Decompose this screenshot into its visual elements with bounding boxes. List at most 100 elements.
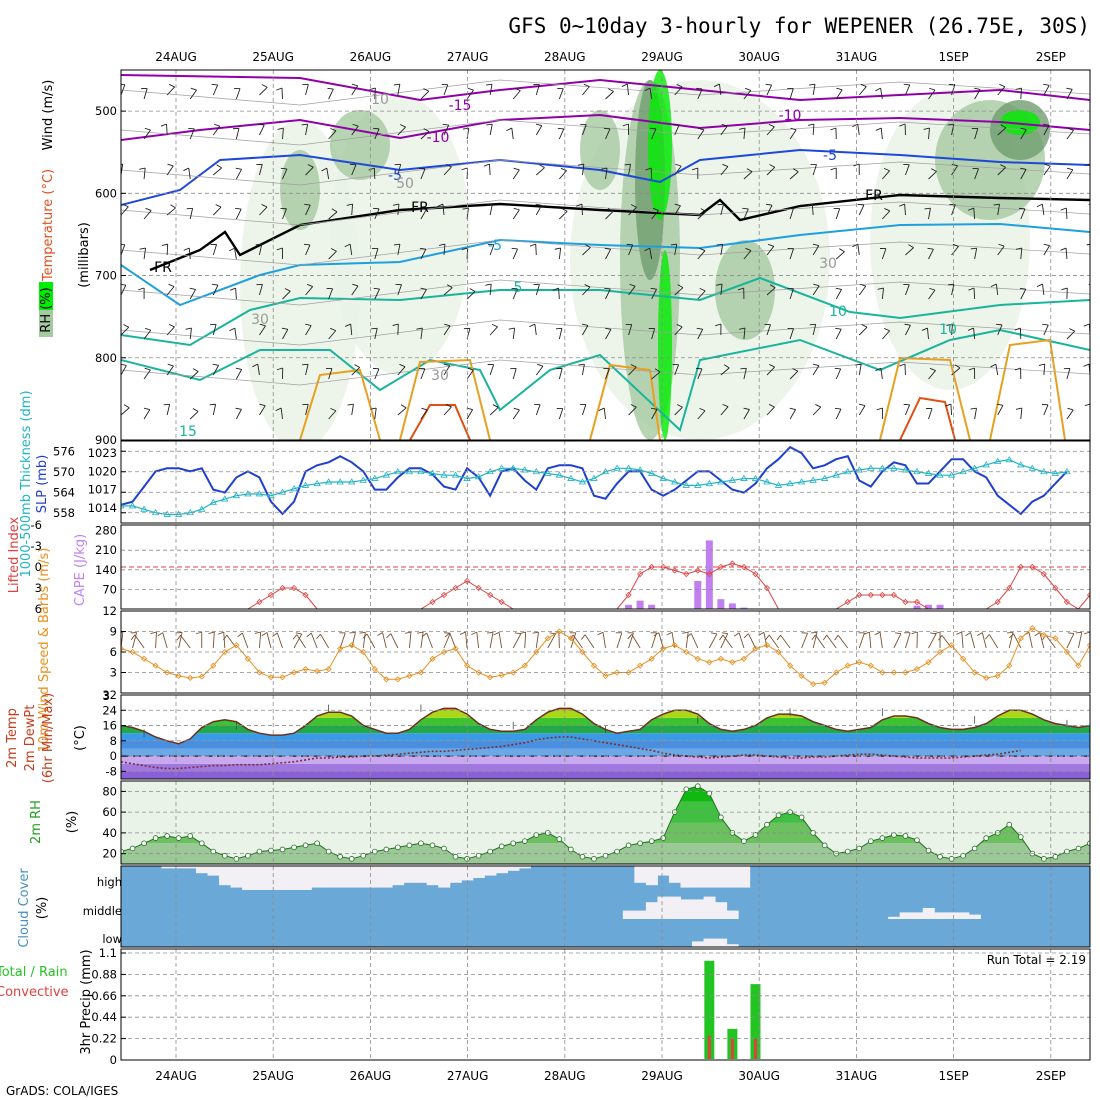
rh-marker [879,835,886,841]
wind-barb-feather [630,204,637,208]
wind-barb [628,285,636,296]
wind-barb [826,634,837,649]
cloud-high [242,866,255,890]
wind-barb [420,209,427,220]
wind-barb-feather [222,634,228,641]
wind-barb [905,84,911,96]
top-date-labels: 24AUG 25AUG 26AUG 27AUG 28AUG 29AUG 30AUG 31AUG… [155,50,1066,64]
wind-barb [881,288,884,300]
wind-barb [1089,133,1090,135]
wind-barb [166,243,169,256]
wind-barb-feather [733,632,740,637]
wind-barb-feather [303,243,311,246]
wind-barb-feather [604,247,611,250]
wind-speed-marker [717,655,724,662]
rh-marker [383,846,390,853]
wind-speed-marker [394,676,401,683]
wind-barb [893,633,902,649]
wind-barb [951,284,955,296]
wind-barb [1043,404,1049,416]
wind-speed-marker [279,674,286,681]
wind-barb [166,86,175,96]
rh-shade [648,70,672,220]
wind-barb-feather [716,243,723,246]
wind-barb [397,244,401,256]
wind-barb-feather [676,404,683,408]
rh-contour [121,319,1090,346]
wind-barb-feather [330,407,337,412]
date-label-bottom: 28AUG [544,1069,586,1083]
slp-tick-label: 1017 [88,483,117,497]
wind-barb-feather [621,83,628,87]
wind-barb-feather [875,127,882,131]
wind-barb-feather [535,203,542,206]
cape-bar [625,604,633,609]
y-tick-label: 800 [95,351,117,365]
rh-marker [187,833,194,839]
wind-barb-feather [209,403,216,406]
rh-marker [591,856,597,862]
wind-barb [950,403,953,416]
wind-barb [974,128,979,140]
wind-barb [143,88,148,100]
wind-barb-feather [1060,207,1067,211]
wind-barb [674,205,681,216]
wind-barb [628,164,631,176]
wind-barb [651,371,661,380]
precip-panel: 1.1 0.88 0.66 0.44 0.22 0 Run Total = 2.19 3hr … [0,946,1091,1067]
rh-ylabel-unit: (%) [65,811,80,834]
rh-contour [121,79,1090,106]
wind-barb [905,284,910,296]
wind-barb-feather [743,633,749,639]
wind-barb-feather [721,123,728,127]
y-tick-label: 0.44 [91,1010,117,1024]
wind-barb-feather [235,367,242,370]
wind-barb [1065,247,1068,260]
cloud-high [288,866,301,890]
wind-barb-feather [212,363,219,366]
rh-marker [821,842,828,849]
date-label-top: 28AUG [544,50,586,64]
lifted-index-marker [879,591,886,599]
rh-marker [1052,853,1059,860]
thickness-marker [336,478,344,485]
dewpoint-line [121,736,1021,770]
y-tick-label: 0.22 [91,1032,117,1046]
y-tick-label: 0.66 [91,989,117,1003]
wind-barb-feather [471,631,477,636]
cloud-middle [968,914,981,919]
wind-barb-feather [469,288,476,292]
wind-barb [738,632,745,649]
y-tick-label: 564 [53,485,75,499]
wind-barb [766,246,775,256]
wind-barb [720,367,730,376]
wind-barb-feather [952,243,959,247]
wind-barb-feather [859,403,866,407]
wind-barb-feather [834,407,841,410]
wind-barb [651,128,657,140]
wind-barb [339,632,346,649]
wind-barb [651,632,657,649]
rh-marker [798,814,805,821]
wind-barb [143,129,151,140]
wind-barb-feather [359,631,366,634]
wind-barb-feather [1015,87,1022,90]
wind-barb [305,84,309,96]
wind-barb [927,328,929,340]
wind-barb [535,284,540,296]
wind-speed-marker [763,642,771,649]
wind-barb [443,166,452,176]
wind-speed-marker [1086,642,1090,649]
wind-barb [743,171,753,180]
wind-barb [258,164,263,176]
lifted-index-marker [694,567,701,574]
wind-barb [789,409,797,420]
wind-barb [390,633,399,649]
panel-frame [120,69,1091,441]
wind-barb-feather [1083,631,1090,635]
wind-speed-marker [590,662,598,669]
lifted-index-marker [440,591,448,599]
cloud-high [334,866,347,888]
wind-barb-feather [122,203,129,208]
wind-barb-feather [280,167,287,170]
